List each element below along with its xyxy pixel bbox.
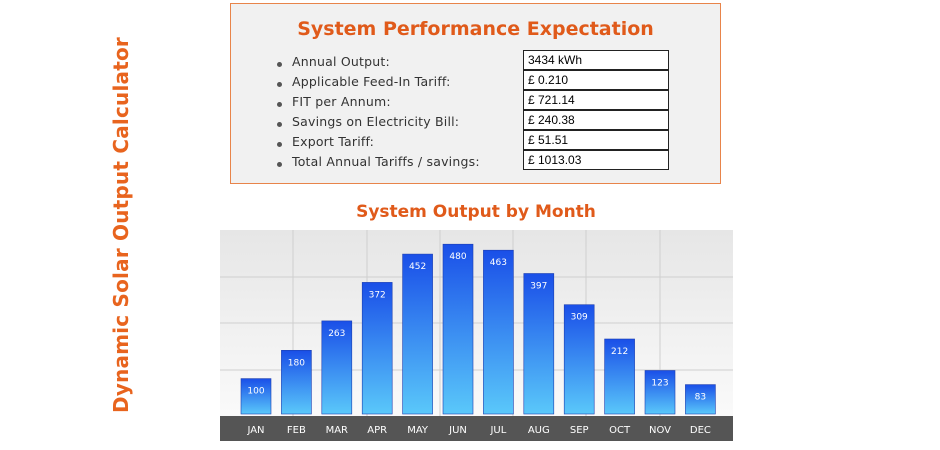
tick-label-dec: DEC (690, 425, 711, 436)
output-chart: 100 180 263 372 452 480 463 397 309 212 123 83 JAN F… (220, 230, 733, 441)
tick-label-apr: APR (367, 425, 387, 436)
total-label: Total Annual Tariffs / savings: (292, 154, 480, 169)
export-tariff-label: Export Tariff: (292, 134, 375, 149)
annual-output-row: Annual Output: 3434 kWh (277, 50, 697, 74)
bullet-icon (277, 142, 282, 147)
data-label-apr: 372 (369, 290, 386, 300)
tick-label-feb: FEB (287, 425, 306, 436)
performance-panel: System Performance Expectation Annual Ou… (230, 3, 721, 184)
bar-jun[interactable] (442, 243, 474, 415)
annual-output-label: Annual Output: (292, 54, 390, 69)
bar-jan[interactable] (240, 378, 272, 415)
fit-per-annum-field[interactable]: £ 721.14 (523, 90, 669, 110)
axis-band (220, 416, 733, 441)
tick-label-mar: MAR (326, 425, 348, 436)
bar-sep[interactable] (563, 304, 595, 415)
chart-title: System Output by Month (356, 202, 596, 222)
bars: 100 180 263 372 452 480 463 397 309 212 123 83 (240, 243, 716, 415)
data-label-feb: 180 (288, 358, 305, 368)
export-tariff-row: Export Tariff: £ 51.51 (277, 130, 697, 154)
data-label-nov: 123 (651, 379, 668, 389)
tick-label-jan: JAN (246, 425, 264, 436)
performance-title: System Performance Expectation (297, 18, 654, 40)
bullet-icon (277, 162, 282, 167)
total-row: Total Annual Tariffs / savings: £ 1013.0… (277, 150, 697, 174)
feed-in-tariff-field[interactable]: £ 0.210 (523, 70, 669, 90)
data-label-jan: 100 (247, 387, 264, 397)
tick-label-aug: AUG (528, 425, 550, 436)
total-field[interactable]: £ 1013.03 (523, 150, 669, 170)
feed-in-tariff-label: Applicable Feed-In Tariff: (292, 74, 451, 89)
bullet-icon (277, 82, 282, 87)
bar-aug[interactable] (523, 273, 555, 415)
tick-label-nov: NOV (649, 425, 671, 436)
bar-mar[interactable] (321, 320, 353, 415)
tick-label-may: MAY (407, 425, 429, 436)
data-label-sep: 309 (571, 313, 588, 323)
tick-label-sep: SEP (570, 425, 589, 436)
bar-oct[interactable] (604, 338, 635, 415)
data-label-oct: 212 (611, 347, 628, 357)
bar-apr[interactable] (361, 282, 393, 415)
savings-label: Savings on Electricity Bill: (292, 114, 460, 129)
data-label-mar: 263 (328, 329, 345, 339)
data-label-may: 452 (409, 262, 426, 272)
bar-may[interactable] (402, 253, 433, 415)
data-label-jun: 480 (449, 252, 466, 262)
chart-svg: 100 180 263 372 452 480 463 397 309 212 123 83 JAN F… (220, 230, 733, 441)
bar-feb[interactable] (281, 350, 312, 415)
fit-per-annum-label: FIT per Annum: (292, 94, 391, 109)
fit-per-annum-row: FIT per Annum: £ 721.14 (277, 90, 697, 114)
export-tariff-field[interactable]: £ 51.51 (523, 130, 669, 150)
bar-dec[interactable] (685, 384, 716, 415)
bar-nov[interactable] (644, 370, 676, 415)
side-title: Dynamic Solar Output Calculator (104, 20, 138, 430)
tick-label-jun: JUN (448, 425, 467, 436)
side-title-text: Dynamic Solar Output Calculator (109, 37, 133, 413)
savings-field[interactable]: £ 240.38 (523, 110, 669, 130)
savings-row: Savings on Electricity Bill: £ 240.38 (277, 110, 697, 134)
annual-output-field[interactable]: 3434 kWh (523, 50, 669, 70)
feed-in-tariff-row: Applicable Feed-In Tariff: £ 0.210 (277, 70, 697, 94)
bullet-icon (277, 102, 282, 107)
data-label-aug: 397 (530, 282, 547, 292)
x-tick-labels: JAN FEB MAR APR MAY JUN JUL AUG SEP OCT NOV DEC (246, 425, 710, 436)
bullet-icon (277, 62, 282, 67)
tick-label-jul: JUL (489, 425, 506, 436)
bullet-icon (277, 122, 282, 127)
bar-jul[interactable] (483, 249, 514, 415)
data-label-jul: 463 (490, 258, 507, 268)
data-label-dec: 83 (695, 393, 706, 403)
tick-label-oct: OCT (609, 425, 631, 436)
